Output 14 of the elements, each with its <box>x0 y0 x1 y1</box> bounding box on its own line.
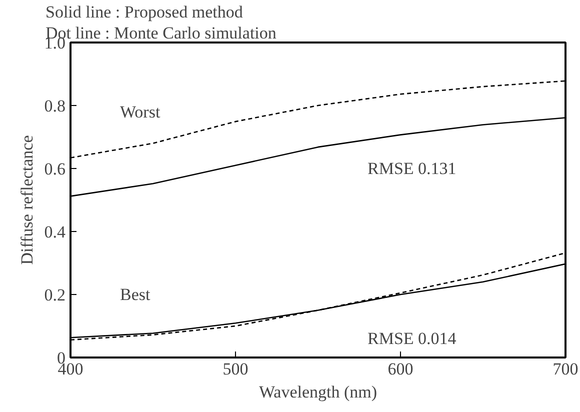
x-tick-label: 700 <box>552 360 578 378</box>
y-tick-label: 0.2 <box>44 286 66 304</box>
x-axis-title: Wavelength (nm) <box>258 382 378 402</box>
annotation: Worst <box>120 102 160 122</box>
x-tick-label: 500 <box>222 360 248 378</box>
x-tick-label: 600 <box>388 360 414 378</box>
annotation: Best <box>120 285 150 304</box>
y-tick-label: 0.4 <box>44 222 66 242</box>
text: Solid line : Proposed method <box>46 2 244 22</box>
annotation: RMSE 0.014 <box>368 329 457 348</box>
annotation: RMSE 0.131 <box>368 159 456 178</box>
y-tick-label: 0.6 <box>44 160 66 178</box>
y-axis-title: Diffuse reflectance <box>17 135 36 265</box>
y-tick-label: 0.8 <box>44 96 66 116</box>
